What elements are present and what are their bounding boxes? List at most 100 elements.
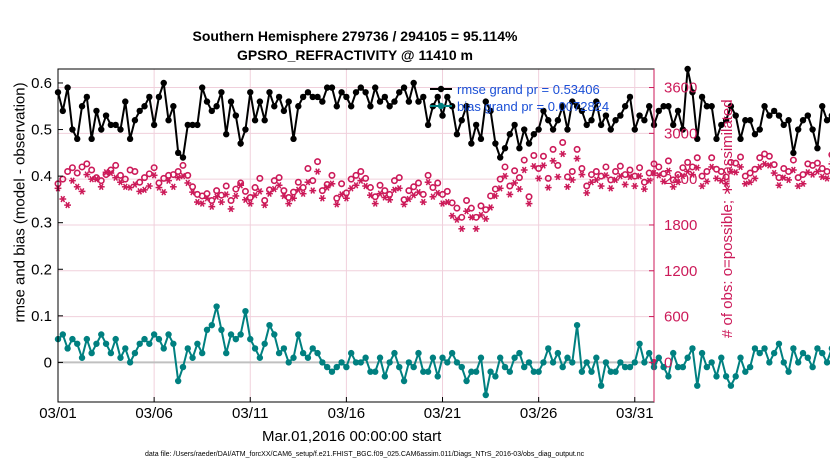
rmse-point (597, 121, 605, 129)
rmse-point (761, 103, 768, 110)
obs-possible-point (189, 183, 197, 191)
obs-assimilated-stroke (642, 185, 647, 193)
obs-possible-point (275, 174, 283, 182)
rmse-point (770, 107, 778, 115)
obs-possible-point (708, 154, 716, 162)
obs-assimilated-stroke (526, 200, 532, 207)
obs-possible-point (169, 171, 177, 179)
obs-assimilated-point (520, 166, 528, 174)
obs-assimilated-point (703, 178, 711, 185)
obs-possible-point (347, 175, 355, 183)
chart-title-line1: Southern Hemisphere 279736 / 294105 = 95… (192, 28, 518, 44)
obs-assimilated-point (242, 196, 249, 204)
bias-point (593, 354, 600, 361)
rmse-point (107, 121, 115, 129)
obs-possible-point (333, 194, 341, 202)
obs-assimilated-point (280, 192, 288, 200)
obs-assimilated-stroke (223, 191, 229, 198)
bias-point (722, 373, 730, 380)
obs-possible-point (371, 193, 379, 201)
obs-possible-point (179, 161, 187, 169)
obs-assimilated-point (506, 191, 514, 198)
obs-assimilated-stroke (459, 225, 465, 233)
obs-assimilated-point (261, 201, 269, 209)
rmse-point (184, 121, 191, 129)
bias-point (718, 354, 725, 361)
obs-assimilated-point (789, 166, 797, 174)
obs-possible-point (395, 174, 403, 182)
obs-possible-point (261, 197, 269, 205)
bias-point (790, 345, 797, 352)
rmse-point (819, 103, 826, 110)
obs-assimilated-point (722, 180, 730, 188)
obs-assimilated-point (362, 182, 370, 190)
obs-assimilated-stroke (704, 178, 710, 185)
rmse-point (299, 93, 307, 101)
obs-assimilated-stroke (603, 172, 609, 179)
bias-point (679, 363, 687, 371)
obs-possible-point (213, 187, 221, 195)
obs-assimilated-point (357, 177, 365, 185)
obs-assimilated-stroke (334, 201, 340, 208)
rmse-point (645, 103, 653, 110)
rmse-point (78, 103, 86, 110)
rmse-point (198, 84, 206, 91)
obs-possible-point (823, 168, 830, 176)
obs-assimilated-point (386, 196, 394, 204)
obs-assimilated-stroke (469, 214, 474, 221)
obs-possible-point (342, 189, 350, 197)
rmse-point (751, 131, 759, 138)
obs-assimilated-stroke (742, 180, 748, 188)
obs-possible-point (756, 154, 764, 162)
obs-possible-point (597, 172, 605, 180)
obs-assimilated-stroke (435, 189, 441, 197)
obs-assimilated-stroke (310, 187, 316, 194)
bias-point (69, 335, 76, 343)
bias-point (323, 363, 331, 371)
obs-assimilated-stroke (70, 177, 75, 185)
rmse-point (396, 89, 403, 96)
rmse-point (314, 93, 321, 101)
obs-assimilated-stroke (574, 155, 580, 162)
obs-assimilated-stroke (60, 195, 66, 203)
obs-possible-point (400, 196, 408, 204)
bias-point (131, 349, 139, 357)
rmse-point (684, 65, 691, 73)
obs-possible-point (612, 168, 620, 176)
obs-assimilated-point (424, 178, 432, 186)
obs-assimilated-point (746, 178, 754, 186)
obs-possible-point (184, 171, 192, 179)
bias-point (794, 359, 802, 366)
obs-possible-point (453, 204, 461, 212)
bias-point (247, 335, 254, 343)
x-tick-label: 03/06 (135, 405, 173, 422)
bias-point (583, 359, 590, 366)
rmse-point (237, 140, 244, 147)
obs-possible-point (588, 171, 596, 179)
rmse-point (593, 98, 600, 105)
obs-assimilated-stroke (493, 192, 498, 200)
bias-point (516, 349, 523, 357)
obs-possible-point (583, 182, 591, 190)
obs-assimilated-stroke (368, 191, 373, 199)
obs-assimilated-point (607, 185, 615, 192)
obs-assimilated-point (59, 195, 67, 203)
obs-assimilated-stroke (670, 183, 676, 191)
obs-assimilated-point (674, 178, 682, 186)
rmse-point (492, 140, 499, 147)
obs-assimilated-point (169, 183, 177, 191)
rmse-point (93, 107, 100, 115)
bias-point (275, 349, 283, 357)
obs-possible-point (732, 159, 740, 167)
bias-point (290, 354, 297, 361)
rmse-point (641, 117, 648, 124)
obs-assimilated-point (222, 191, 230, 198)
obs-possible-point (381, 187, 389, 195)
bias-point (304, 354, 312, 361)
obs-assimilated-point (208, 203, 216, 210)
bias-point (698, 349, 706, 357)
bias-point (463, 377, 470, 385)
bias-point (429, 354, 437, 361)
rmse-point (554, 117, 562, 124)
